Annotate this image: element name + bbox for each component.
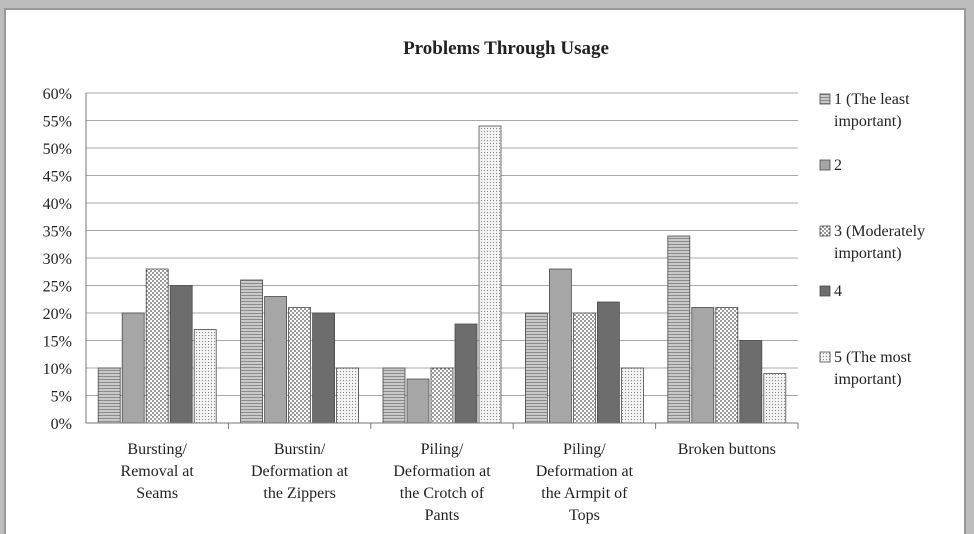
y-tick-label: 30%: [43, 251, 72, 268]
chart-title: Problems Through Usage: [403, 38, 609, 59]
x-category-label: the Armpit of: [541, 485, 628, 502]
bar: [121, 312, 145, 424]
x-category-label: Deformation at: [536, 463, 634, 480]
bar: [621, 367, 644, 424]
y-tick-label: 40%: [43, 196, 72, 213]
legend-label: 2: [834, 157, 842, 174]
bar: [549, 268, 572, 424]
bar: [264, 296, 288, 424]
x-axis-labels: Bursting/Removal at Seams Burstin/Deformat…: [121, 441, 776, 524]
y-tick-label: 45%: [43, 169, 72, 186]
chart-frame: Problems Through Usage 0% 5% 10% 15% 20% 25% 3…: [4, 8, 966, 534]
bar: [739, 340, 763, 424]
legend: 1 (The least important) 2 3 (Moderately impo…: [819, 91, 925, 388]
x-category-label: Piling/: [563, 441, 606, 458]
y-tick-label: 5%: [51, 389, 72, 406]
bar: [715, 307, 739, 424]
y-tick-label: 55%: [43, 114, 72, 131]
bar: [169, 285, 193, 424]
legend-swatch: [819, 93, 831, 105]
x-category-label: Broken buttons: [678, 441, 776, 458]
x-category-label: Seams: [136, 485, 178, 502]
y-tick-label: 60%: [43, 86, 72, 103]
bar-chart: Problems Through Usage 0% 5% 10% 15% 20% 25% 3…: [43, 38, 925, 524]
legend-swatch: [819, 159, 831, 171]
bar: [430, 367, 454, 424]
x-category-label: Burstin/: [274, 441, 326, 458]
bar: [288, 307, 312, 424]
bar: [382, 367, 406, 424]
y-tick-label: 20%: [43, 306, 72, 323]
y-tick-label: 35%: [43, 224, 72, 241]
y-tick-label: 50%: [43, 141, 72, 158]
legend-swatch: [819, 351, 831, 363]
bar: [240, 279, 264, 424]
x-category-label: the Zippers: [263, 485, 335, 502]
bar: [525, 312, 548, 424]
legend-label: 4: [834, 283, 842, 300]
x-category-label: Pants: [425, 507, 460, 524]
bar: [406, 378, 430, 424]
bar: [478, 125, 502, 424]
bar: [97, 367, 121, 424]
bar: [454, 323, 478, 424]
bar: [573, 312, 596, 424]
legend-swatch: [819, 225, 831, 237]
y-tick-label: 25%: [43, 279, 72, 296]
bar: [312, 312, 336, 424]
x-category-label: Tops: [569, 507, 600, 524]
y-tick-label: 0%: [51, 416, 72, 433]
x-category-label: Piling/: [421, 441, 464, 458]
legend-label: important): [834, 371, 902, 388]
legend-label: important): [834, 113, 902, 130]
bar: [145, 268, 169, 424]
bar: [336, 367, 360, 424]
bar: [667, 235, 691, 424]
bar: [193, 329, 217, 424]
bars: [97, 125, 787, 424]
x-category-label: Bursting/: [127, 441, 187, 458]
x-category-label: Deformation at: [393, 463, 491, 480]
x-category-label: Removal at: [121, 463, 195, 480]
y-tick-label: 15%: [43, 334, 72, 351]
legend-label: 3 (Moderately: [834, 223, 925, 240]
bar: [763, 373, 787, 424]
x-axis: [85, 93, 799, 429]
legend-label: 1 (The least: [834, 91, 910, 108]
x-category-label: Deformation at: [251, 463, 349, 480]
legend-swatch: [819, 285, 831, 297]
y-tick-label: 10%: [43, 361, 72, 378]
x-category-label: the Crotch of: [400, 485, 485, 502]
legend-label: important): [834, 245, 902, 262]
bar: [691, 307, 715, 424]
bar: [597, 301, 620, 424]
legend-label: 5 (The most: [834, 349, 912, 366]
y-axis-ticks: 0% 5% 10% 15% 20% 25% 30% 35% 40% 45% 50% 55% 60%: [43, 86, 72, 433]
